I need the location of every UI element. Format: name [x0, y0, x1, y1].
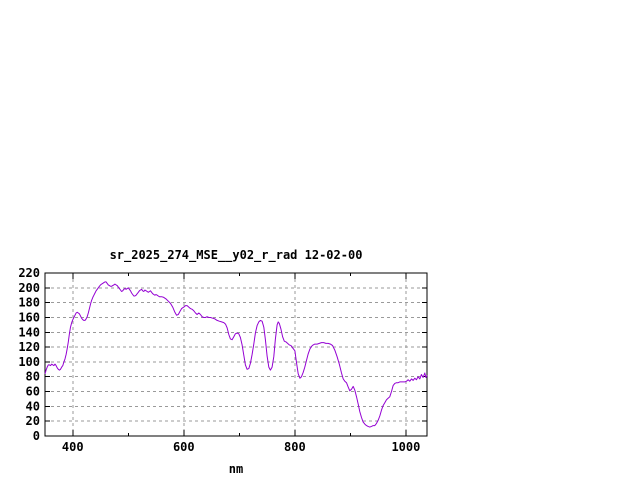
x-tick-label: 1000: [391, 440, 420, 454]
x-tick-label: 600: [173, 440, 195, 454]
x-tick-label: 800: [284, 440, 306, 454]
y-tick-label: 140: [18, 325, 40, 339]
y-tick-label: 160: [18, 310, 40, 324]
y-tick-label: 100: [18, 355, 40, 369]
y-tick-label: 80: [26, 370, 40, 384]
plot-border: [44, 272, 428, 437]
x-tick-label: 400: [62, 440, 84, 454]
y-tick-label: 200: [18, 281, 40, 295]
y-tick-label: 180: [18, 296, 40, 310]
y-tick-label: 220: [18, 266, 40, 280]
y-tick-label: 20: [26, 414, 40, 428]
spectrum-line: [44, 281, 428, 428]
y-tick-label: 60: [26, 385, 40, 399]
y-tick-label: 120: [18, 340, 40, 354]
y-tick-label: 0: [33, 429, 40, 443]
chart-title: sr_2025_274_MSE__y02_r_rad 12-02-00: [109, 248, 363, 262]
y-tick-label: 40: [26, 399, 40, 413]
x-axis-title: nm: [228, 462, 244, 476]
